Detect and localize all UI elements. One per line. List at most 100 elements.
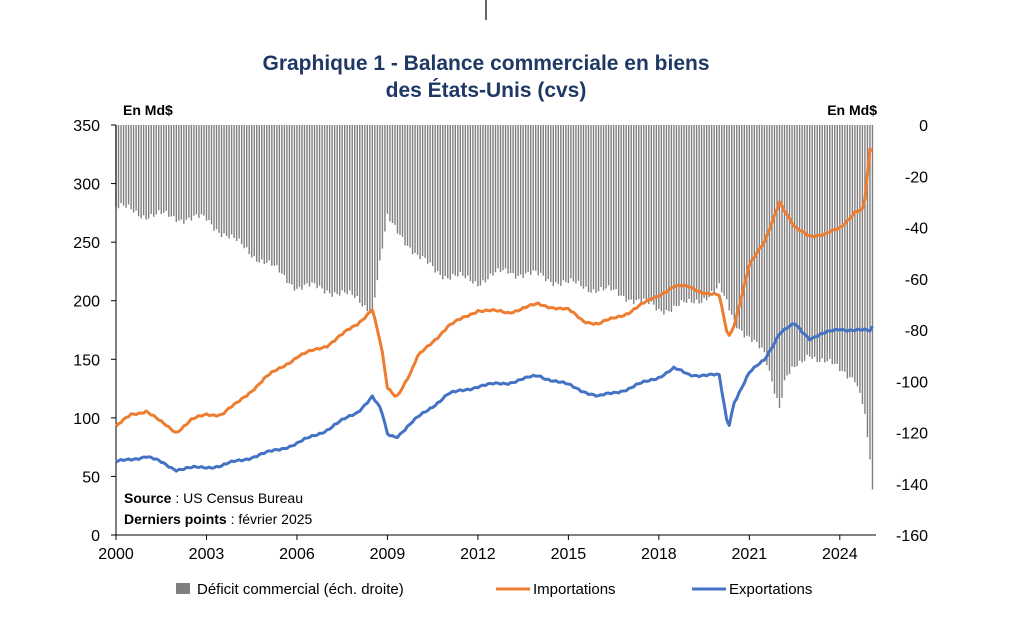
left-tick-label: 250 [73, 235, 100, 252]
deficit-bar [678, 125, 680, 306]
deficit-bar [854, 125, 856, 383]
deficit-bar [454, 125, 456, 276]
deficit-bar [555, 125, 557, 283]
deficit-bar [168, 125, 170, 217]
left-tick-label: 0 [91, 528, 100, 545]
deficit-bar [220, 125, 223, 238]
deficit-bar [567, 125, 570, 284]
deficit-bar [650, 125, 653, 302]
deficit-bar [218, 125, 220, 233]
deficit-bar [834, 125, 836, 364]
deficit-bar [361, 125, 363, 307]
deficit-bar [170, 125, 172, 217]
deficit-bar [431, 125, 434, 267]
deficit-bar [773, 125, 776, 394]
deficit-bar [846, 125, 849, 379]
deficit-bar [434, 125, 436, 273]
deficit-bar [648, 125, 650, 305]
left-axis-unit: En Md$ [123, 102, 173, 118]
deficit-bar [399, 125, 401, 235]
deficit-bar [175, 125, 178, 223]
deficit-bar [497, 125, 499, 269]
deficit-bar [248, 125, 250, 255]
deficit-bar [668, 125, 670, 312]
deficit-bar [582, 125, 585, 289]
deficit-bar [243, 125, 245, 249]
deficit-bar [396, 125, 399, 234]
deficit-bar [630, 125, 632, 300]
deficit-bar [761, 125, 763, 348]
deficit-bar [457, 125, 459, 277]
deficit-bar [783, 125, 786, 381]
deficit-bar [673, 125, 675, 306]
chart-title-line2: des États-Unis (cvs) [386, 79, 587, 102]
deficit-bar [537, 125, 539, 276]
deficit-bar [592, 125, 595, 290]
source-label: Source [124, 490, 172, 506]
deficit-bar [296, 125, 298, 289]
right-axis-unit: En Md$ [827, 102, 877, 118]
deficit-bar [462, 125, 464, 276]
deficit-bar [766, 125, 768, 366]
deficit-bar [522, 125, 524, 279]
right-tick-label: -140 [896, 477, 928, 494]
deficit-bar [653, 125, 655, 305]
deficit-bar [268, 125, 271, 261]
legend-exports-label: Exportations [729, 581, 812, 598]
deficit-bar [261, 125, 263, 260]
deficit-bar [819, 125, 821, 362]
deficit-bar [467, 125, 469, 276]
deficit-bar [836, 125, 838, 364]
x-tick-label: 2003 [189, 546, 225, 563]
deficit-bar [700, 125, 703, 303]
deficit-bar [859, 125, 861, 393]
deficit-bar [575, 125, 577, 284]
deficit-bar [384, 125, 386, 232]
deficit-bar [127, 125, 130, 205]
deficit-bar [532, 125, 534, 271]
deficit-bar [183, 125, 185, 224]
last-points-label: Derniers points [124, 511, 227, 527]
deficit-bar [153, 125, 155, 217]
deficit-bar [406, 125, 409, 246]
deficit-bar [158, 125, 160, 211]
deficit-bar [278, 125, 281, 273]
deficit-bar [683, 125, 685, 303]
deficit-bar [640, 125, 642, 303]
deficit-bar [245, 125, 248, 248]
deficit-bar [371, 125, 374, 310]
deficit-bar [509, 125, 512, 274]
deficit-bar [665, 125, 668, 310]
deficit-bar [527, 125, 529, 272]
deficit-bar [695, 125, 698, 300]
right-tick-label: -100 [896, 374, 928, 391]
deficit-bar [198, 125, 200, 218]
legend: Déficit commercial (éch. droite) Importa… [176, 581, 812, 598]
deficit-bar [688, 125, 690, 299]
legend-imports-label: Importations [533, 581, 616, 598]
deficit-bar [801, 125, 803, 363]
left-tick-label: 50 [82, 469, 100, 486]
deficit-bar [788, 125, 791, 374]
deficit-bar [389, 125, 391, 222]
deficit-bar [238, 125, 240, 239]
deficit-bar [768, 125, 771, 371]
deficit-bar [617, 125, 620, 296]
deficit-bar [253, 125, 255, 256]
deficit-bar [288, 125, 291, 284]
deficit-bar [306, 125, 308, 284]
deficit-bar [547, 125, 549, 279]
deficit-bar [228, 125, 230, 239]
deficit-bar [223, 125, 225, 234]
deficit-bar [401, 125, 404, 237]
deficit-bar [562, 125, 565, 281]
deficit-bar [600, 125, 602, 287]
deficit-bar [225, 125, 228, 236]
deficit-bar [364, 125, 366, 306]
deficit-bar [215, 125, 218, 230]
deficit-bar [321, 125, 323, 289]
deficit-bar [484, 125, 487, 283]
deficit-bar [185, 125, 188, 220]
x-tick-label: 2021 [732, 546, 768, 563]
